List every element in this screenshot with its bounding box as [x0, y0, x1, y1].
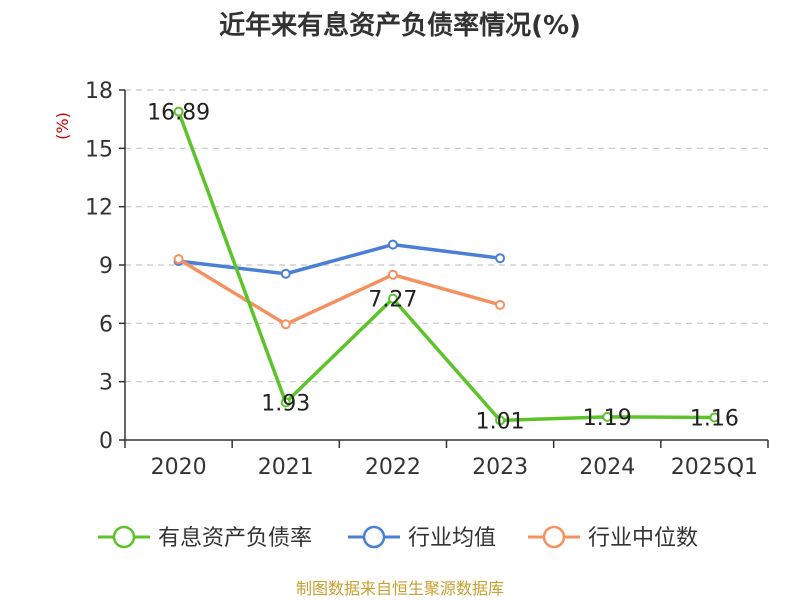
x-tick-label: 2024: [579, 455, 635, 480]
y-tick-label: 3: [99, 371, 113, 396]
x-tick-label: 2022: [365, 455, 421, 480]
data-label: 1.01: [476, 409, 525, 434]
y-tick-label: 15: [85, 137, 113, 162]
x-tick-label: 2023: [472, 455, 528, 480]
data-point: [280, 268, 291, 279]
data-labels: 16.89 1.93 7.27 1.01 1.19 1.16: [147, 101, 739, 435]
legend-label: 有息资产负债率: [158, 526, 312, 551]
data-label: 16.89: [147, 101, 210, 126]
legend-marker: [362, 525, 386, 549]
series-group: [173, 106, 720, 426]
x-tick-label: 2020: [151, 455, 207, 480]
y-tick-label: 12: [85, 196, 113, 221]
series-line: [176, 110, 715, 423]
data-point: [173, 254, 184, 265]
y-tick-label: 6: [99, 312, 113, 337]
data-label: 1.16: [690, 406, 739, 431]
data-point: [495, 299, 506, 310]
data-point: [602, 411, 613, 422]
source-note: 制图数据来自恒生聚源数据库: [296, 579, 504, 598]
x-tick-label: 2021: [258, 455, 314, 480]
y-axis-unit-label: (%): [53, 112, 72, 140]
legend-marker: [112, 525, 136, 549]
data-point: [709, 412, 720, 423]
series-line: [178, 242, 501, 276]
x-tick-label: 2025Q1: [671, 455, 758, 480]
legend: 有息资产负债率 行业均值 行业中位数: [98, 525, 698, 551]
series-line: [177, 257, 501, 327]
data-label: 7.27: [368, 288, 417, 313]
chart-title: 近年来有息资产负债率情况(%): [219, 10, 581, 41]
axes: 0 3 6 9 12 15 18 2020 2021 2022 2023 2024 2025Q1: [85, 79, 769, 480]
data-label: 1.19: [583, 406, 632, 431]
data-point: [387, 293, 398, 304]
legend-marker: [542, 525, 566, 549]
gridlines: [125, 89, 768, 383]
data-point: [387, 269, 398, 280]
data-point: [280, 397, 291, 408]
data-point: [387, 239, 398, 250]
y-tick-label: 0: [99, 429, 113, 454]
data-label: 1.93: [261, 391, 310, 416]
data-point: [280, 319, 291, 330]
data-point: [495, 253, 506, 264]
data-point: [495, 415, 506, 426]
data-point: [173, 106, 184, 117]
y-tick-label: 9: [99, 254, 113, 279]
legend-label: 行业均值: [408, 526, 496, 551]
y-tick-label: 18: [85, 79, 113, 104]
legend-label: 行业中位数: [588, 526, 698, 551]
